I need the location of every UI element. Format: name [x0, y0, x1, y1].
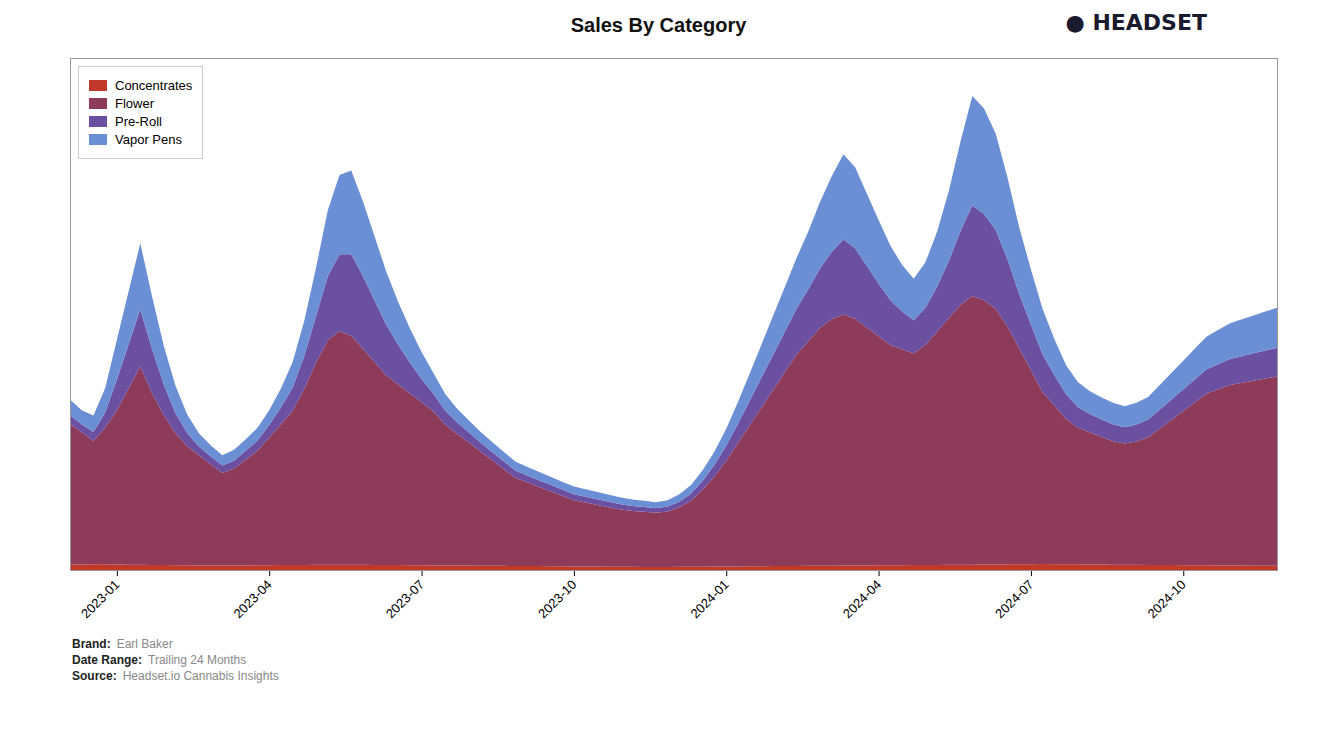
html-text:Pre-Roll: Pre-Roll [115, 114, 162, 129]
html-text:Earl Baker: Earl Baker [116, 637, 173, 651]
html-text:Concentrates: Concentrates [115, 78, 193, 93]
html-text:Source:: Source: [72, 669, 117, 683]
svg-text:2024-01: 2024-01 [687, 577, 731, 621]
svg-text:2024-07: 2024-07 [992, 577, 1036, 621]
html-text:Brand:: Brand: [72, 637, 111, 651]
html-text:● HEADSET: ● HEADSET [1065, 10, 1207, 35]
html-text:Vapor Pens: Vapor Pens [115, 132, 182, 147]
html-text:Date Range:: Date Range: [72, 653, 142, 667]
svg-text:2023-01: 2023-01 [78, 577, 122, 621]
svg-text:2023-07: 2023-07 [383, 577, 427, 621]
svg-text:2024-10: 2024-10 [1144, 577, 1188, 621]
svg-text:2023-04: 2023-04 [230, 577, 274, 621]
html-text:Flower: Flower [115, 96, 154, 111]
html-text:Sales By Category: Sales By Category [570, 14, 747, 36]
svg-text:2024-04: 2024-04 [840, 577, 884, 621]
html-text:Headset.io Cannabis Insights: Headset.io Cannabis Insights [122, 669, 279, 683]
svg-text:2023-10: 2023-10 [535, 577, 579, 621]
html-text:Trailing 24 Months: Trailing 24 Months [148, 653, 247, 667]
